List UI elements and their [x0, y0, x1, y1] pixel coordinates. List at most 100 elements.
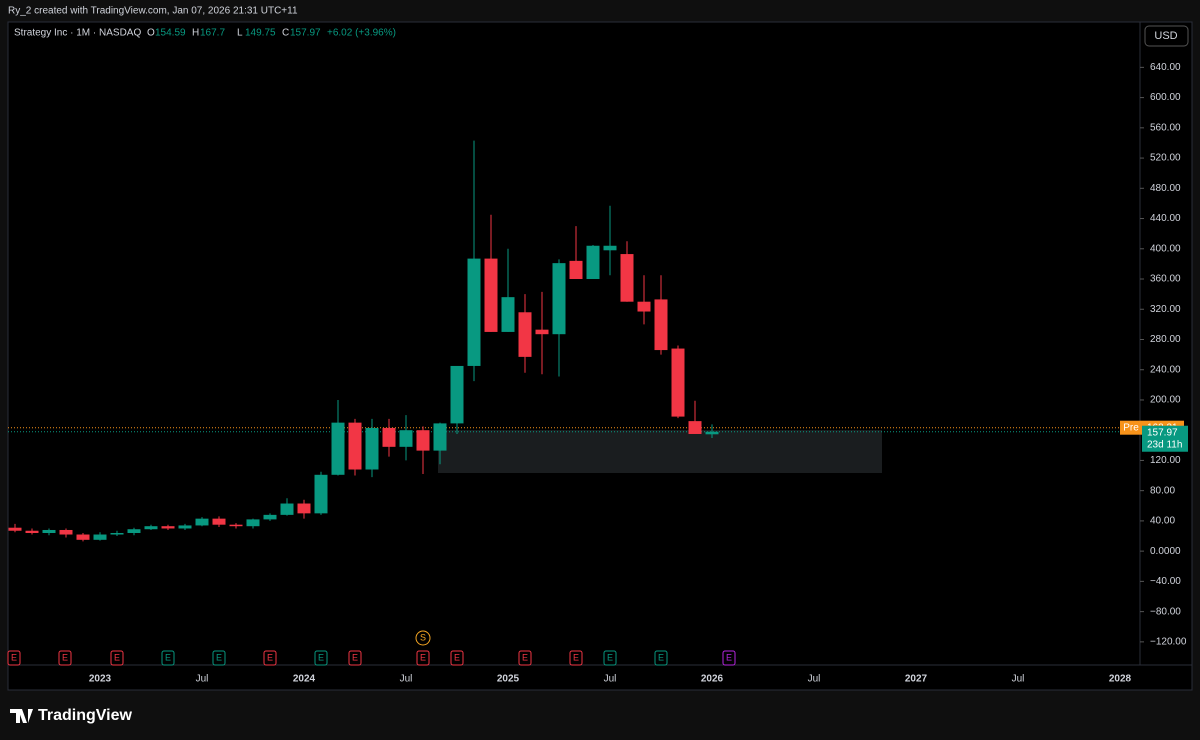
- event-icon: [314, 650, 328, 666]
- candle-body: [671, 348, 685, 417]
- x-tick-label: Jul: [400, 674, 413, 685]
- last-price-box: [1142, 425, 1188, 452]
- event-icon: [348, 650, 362, 666]
- candle-body: [263, 514, 277, 520]
- candle-body: [518, 312, 532, 357]
- legend-item: Strategy Inc · 1M · NASDAQ: [14, 28, 141, 39]
- candle-body: [467, 258, 481, 366]
- candle-body: [76, 534, 90, 540]
- x-tick-label: 2024: [293, 674, 316, 685]
- legend-item: 149.75: [245, 28, 276, 39]
- event-label: E: [522, 652, 528, 662]
- event-icon: [263, 650, 277, 666]
- y-tick-label: 440.00: [1150, 213, 1181, 224]
- y-tick-label: 560.00: [1150, 122, 1181, 133]
- last-price: 157.97: [1147, 427, 1178, 438]
- candle-body: [297, 503, 311, 514]
- x-tick-label: 2028: [1109, 674, 1132, 685]
- y-tick-label: 640.00: [1150, 62, 1181, 73]
- x-tick-label: Jul: [196, 674, 209, 685]
- event-icon: [450, 650, 464, 666]
- y-tick-label: 40.00: [1150, 516, 1175, 527]
- candle-body: [161, 526, 175, 529]
- candle-body: [569, 260, 583, 280]
- candle-body: [399, 430, 413, 447]
- countdown: 23d 11h: [1147, 439, 1182, 450]
- y-tick-label: 240.00: [1150, 364, 1181, 375]
- chart-frame: [7, 21, 1193, 691]
- candle-body: [8, 527, 22, 531]
- legend-item: C: [282, 28, 289, 39]
- candle-body: [433, 423, 447, 451]
- legend-item: 154.59: [155, 28, 186, 39]
- event-icon: [110, 650, 124, 666]
- candle-body: [501, 297, 515, 332]
- candle-body: [705, 431, 719, 435]
- event-icon: [212, 650, 226, 666]
- candle-body: [25, 530, 39, 534]
- event-label: E: [454, 652, 460, 662]
- x-tick-label: Jul: [604, 674, 617, 685]
- x-tick-label: Jul: [1012, 674, 1025, 685]
- event-label: E: [165, 652, 171, 662]
- candle-body: [450, 365, 464, 424]
- candle-body: [110, 533, 124, 535]
- y-tick-label: 80.00: [1150, 485, 1175, 496]
- candle-body: [688, 421, 702, 434]
- event-label: E: [62, 652, 68, 662]
- event-icon: [58, 650, 72, 666]
- y-tick-label: 600.00: [1150, 92, 1181, 103]
- event-label: E: [726, 652, 732, 662]
- candle-body: [195, 518, 209, 526]
- candle-body: [229, 524, 243, 527]
- candle-body: [59, 529, 73, 535]
- x-tick-label: 2027: [905, 674, 928, 685]
- attribution: Ry_2 created with TradingView.com, Jan 0…: [8, 6, 298, 17]
- split-icon: [415, 630, 431, 646]
- footer-logo: TradingView: [10, 707, 133, 724]
- y-tick-label: 120.00: [1150, 455, 1181, 466]
- premarket-tag: [1120, 420, 1142, 435]
- split-label: S: [420, 632, 426, 642]
- y-tick-label: −120.00: [1150, 636, 1187, 647]
- candle-body: [331, 422, 345, 475]
- y-tick-label: 280.00: [1150, 334, 1181, 345]
- legend-item: H: [192, 28, 199, 39]
- candle-body: [127, 529, 141, 534]
- event-label: E: [573, 652, 579, 662]
- logo-text: TradingView: [38, 707, 133, 724]
- event-icon: [161, 650, 175, 666]
- logo-mark: [10, 709, 33, 723]
- candle-body: [212, 518, 226, 525]
- candle-body: [416, 430, 430, 451]
- candle-body: [365, 427, 379, 470]
- legend: Strategy Inc · 1M · NASDAQ O 154.59 H 167.7 L…: [14, 28, 396, 39]
- candle-body: [603, 245, 617, 251]
- y-tick-label: 480.00: [1150, 183, 1181, 194]
- y-tick-label: 520.00: [1150, 153, 1181, 164]
- event-icon: [722, 650, 736, 666]
- y-tick-label: 0.0000: [1150, 546, 1181, 557]
- candle-body: [178, 525, 192, 529]
- event-label: E: [658, 652, 664, 662]
- legend-item: O: [147, 28, 155, 39]
- legend-item: 167.7: [200, 28, 225, 39]
- currency-button[interactable]: [1144, 25, 1189, 47]
- currency-label[interactable]: USD: [1154, 30, 1177, 42]
- event-icon: [518, 650, 532, 666]
- event-icon: [569, 650, 583, 666]
- event-icon: [654, 650, 668, 666]
- candle-body: [535, 329, 549, 335]
- y-tick-label: −80.00: [1150, 606, 1181, 617]
- event-label: E: [607, 652, 613, 662]
- candle-body: [246, 519, 260, 527]
- candle-body: [654, 299, 668, 351]
- candle-body: [42, 529, 56, 534]
- candle-body: [144, 526, 158, 530]
- candle-body: [637, 301, 651, 312]
- candle-body: [280, 503, 294, 515]
- y-tick-label: 360.00: [1150, 274, 1181, 285]
- event-icon: [7, 650, 21, 666]
